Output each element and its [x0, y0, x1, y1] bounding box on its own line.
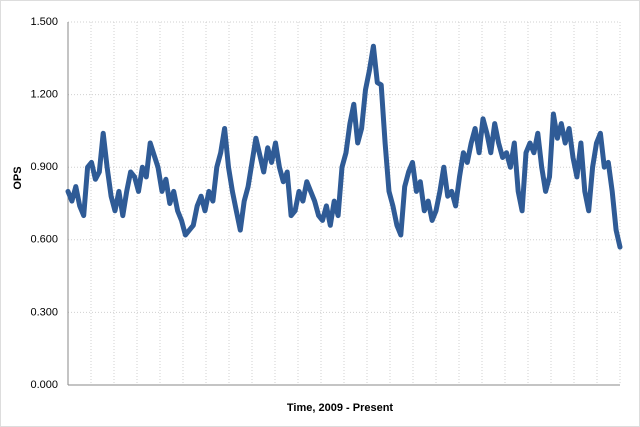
y-tick-label: 1.500 — [30, 16, 58, 28]
y-axis-label: OPS — [12, 166, 24, 189]
y-tick-label: 0.900 — [30, 161, 58, 173]
y-tick-label: 1.200 — [30, 89, 58, 101]
y-tick-label: 0.300 — [30, 306, 58, 318]
y-tick-label: 0.600 — [30, 234, 58, 246]
y-tick-label: 0.000 — [30, 379, 58, 391]
x-axis-label: Time, 2009 - Present — [287, 402, 394, 414]
series-line — [65, 43, 623, 250]
